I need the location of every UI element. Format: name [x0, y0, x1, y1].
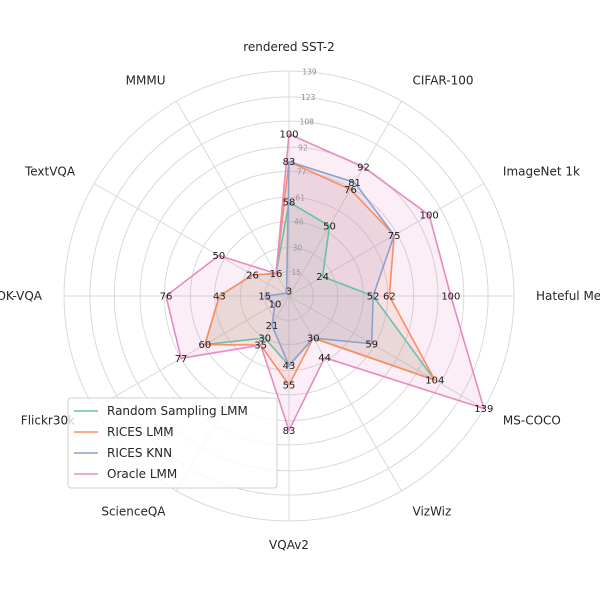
- value-label: 100: [420, 211, 439, 222]
- axis-label-6: VQAv2: [269, 538, 309, 552]
- value-label: 15: [258, 292, 271, 303]
- legend-label-2: RICES KNN: [107, 446, 172, 460]
- axis-label-1: CIFAR-100: [413, 73, 474, 87]
- grid-spoke-11: [176, 100, 290, 297]
- value-label: 100: [441, 292, 460, 303]
- axis-labels: rendered SST-2 CIFAR-100 ImageNet 1k Hatefu…: [0, 40, 600, 552]
- value-label: 92: [357, 163, 370, 174]
- grid-spoke-10: [93, 183, 290, 297]
- radial-tick-label: 30: [293, 244, 303, 253]
- value-label: 77: [175, 354, 188, 365]
- radial-tick-label: 92: [298, 143, 308, 152]
- series-line-2: [263, 160, 395, 367]
- grid-spoke-5: [288, 295, 402, 492]
- grid-spoke-1: [288, 100, 402, 297]
- value-label: 43: [213, 292, 226, 303]
- value-label: 52: [367, 292, 380, 303]
- series-fill-1: [204, 161, 435, 386]
- value-label: 26: [246, 270, 259, 281]
- value-label: 50: [213, 251, 226, 262]
- value-label: 16: [270, 269, 283, 280]
- value-label: 81: [348, 178, 361, 189]
- axis-label-2: ImageNet 1k: [503, 165, 580, 179]
- radial-tick-label: 61: [295, 193, 305, 202]
- value-label: 24: [316, 272, 329, 283]
- axis-label-7: ScienceQA: [101, 505, 166, 519]
- legend: Random Sampling LMM RICES LMM RICES KNN Ora…: [67, 397, 278, 489]
- series-line-3: [165, 133, 485, 432]
- series-fill-2: [264, 161, 395, 366]
- value-label: 76: [344, 185, 357, 196]
- value-label: 60: [199, 340, 212, 351]
- value-label: 35: [254, 341, 267, 352]
- value-label: 59: [365, 339, 378, 350]
- radial-tick-label: 46: [294, 218, 304, 227]
- value-label: 10: [269, 300, 282, 311]
- radial-tick-label: 139: [302, 67, 317, 76]
- value-labels: 1008358392817650100752410062521391045944…: [160, 130, 494, 437]
- value-label: 3: [286, 287, 292, 298]
- axis-label-5: VizWiz: [413, 505, 452, 519]
- legend-label-0: Random Sampling LMM: [107, 404, 248, 418]
- grid-spoke-4: [288, 295, 485, 409]
- series-fill-3: [165, 134, 484, 431]
- grid-spoke-2: [288, 183, 485, 297]
- series-fill-0: [204, 202, 435, 381]
- radial-tick-label: 123: [301, 93, 316, 102]
- radial-tick-label: 108: [300, 117, 315, 126]
- axis-label-11: MMMU: [126, 73, 166, 87]
- value-label: 21: [266, 321, 279, 332]
- value-label: 83: [283, 157, 296, 168]
- legend-box: [67, 397, 278, 489]
- value-label: 75: [388, 231, 401, 242]
- value-label: 104: [425, 376, 444, 387]
- radial-tick-label: 77: [297, 168, 307, 177]
- axis-label-4: MS-COCO: [503, 414, 561, 428]
- radar-series: [165, 133, 485, 432]
- value-label: 55: [283, 381, 296, 392]
- legend-label-1: RICES LMM: [107, 425, 174, 439]
- axis-label-0: rendered SST-2: [243, 40, 335, 54]
- value-label: 43: [283, 361, 296, 372]
- axis-label-8: Flickr30k: [21, 414, 75, 428]
- value-label: 50: [323, 221, 336, 232]
- axis-label-9: OK-VQA: [0, 289, 43, 303]
- value-label: 100: [279, 130, 298, 141]
- value-label: 58: [283, 198, 296, 209]
- value-label: 30: [307, 334, 320, 345]
- value-label: 62: [383, 292, 396, 303]
- value-label: 76: [160, 292, 173, 303]
- radial-tick-label: 15: [291, 268, 301, 277]
- grid-spoke-8: [93, 295, 290, 409]
- value-label: 30: [258, 334, 271, 345]
- axis-label-3: Hateful Memes: [536, 289, 600, 303]
- legend-label-3: Oracle LMM: [107, 467, 177, 481]
- value-label: 44: [318, 353, 331, 364]
- value-label: 83: [283, 426, 296, 437]
- axis-label-10: TextVQA: [24, 165, 76, 179]
- value-label: 139: [474, 404, 493, 415]
